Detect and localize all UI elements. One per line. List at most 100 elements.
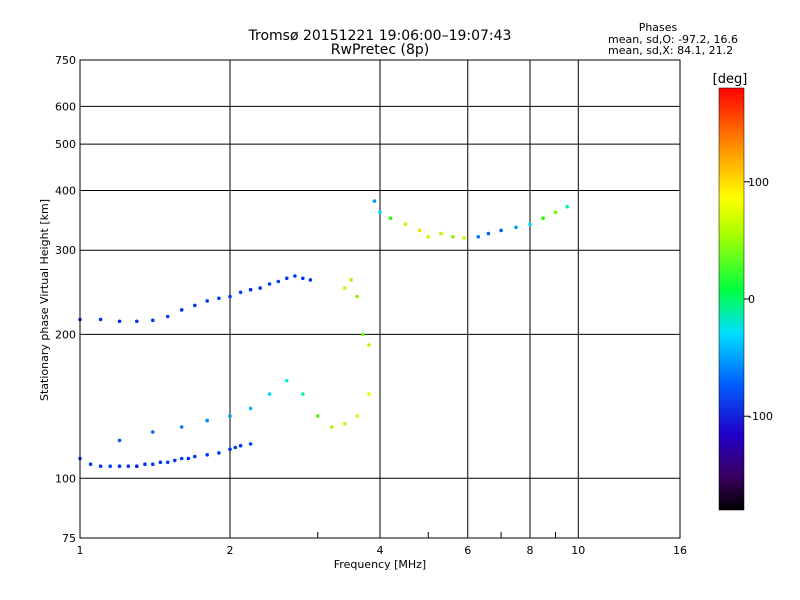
- scatter-point: [135, 319, 139, 324]
- scatter-point: [417, 228, 422, 233]
- scatter-point: [565, 204, 569, 209]
- y-tick-label: 300: [55, 244, 76, 257]
- scatter-point: [165, 314, 170, 319]
- plot-frame: [79, 59, 681, 539]
- scatter-point: [151, 318, 155, 323]
- stats-heading: Phases: [639, 21, 678, 34]
- x-tick-label: 4: [377, 544, 384, 557]
- scatter-point: [88, 462, 93, 467]
- scatter-point: [179, 425, 184, 429]
- scatter-point: [499, 228, 503, 233]
- scatter-point: [143, 462, 147, 467]
- scatter-point: [217, 451, 221, 455]
- scatter-point: [205, 418, 209, 423]
- colorbar: [718, 87, 745, 511]
- scatter-point: [165, 460, 170, 465]
- scatter-point: [355, 414, 360, 418]
- scatter-point: [528, 222, 532, 226]
- scatter-point: [205, 453, 209, 457]
- scatter-point: [205, 299, 209, 303]
- chart-title-line1: Tromsø 20151221 19:06:00–19:07:43: [248, 28, 512, 44]
- scatter-point: [248, 406, 253, 411]
- scatter-point: [151, 462, 155, 467]
- scatter-point: [486, 231, 491, 236]
- scatter-point: [462, 236, 466, 240]
- scatter-point: [426, 235, 431, 239]
- y-tick-label: 400: [55, 184, 76, 197]
- scatter-point: [179, 456, 184, 461]
- scatter-point: [476, 235, 481, 239]
- scatter-point: [301, 276, 305, 281]
- x-tick-label: 1: [77, 544, 84, 557]
- scatter-point: [343, 286, 347, 290]
- colorbar-tick-label: 0: [748, 293, 755, 306]
- scatter-point: [514, 225, 518, 230]
- scatter-point: [135, 464, 139, 469]
- y-axis-label: Stationary phase Virtual Height [km]: [38, 199, 51, 401]
- colorbar-unit-label: [deg]: [713, 72, 748, 87]
- scatter-point: [388, 216, 393, 220]
- y-tick-label: 100: [55, 472, 76, 485]
- scatter-point: [267, 282, 272, 286]
- scatter-point: [126, 464, 131, 469]
- x-tick-label: 16: [673, 544, 687, 557]
- scatter-point: [173, 458, 177, 463]
- y-tick-label: 600: [55, 100, 76, 113]
- scatter-point: [228, 294, 232, 299]
- scatter-point: [193, 454, 197, 459]
- scatter-point: [349, 278, 353, 282]
- scatter-point: [355, 294, 360, 299]
- scatter-point: [276, 279, 281, 284]
- scatter-point: [439, 231, 443, 236]
- scatter-point: [238, 290, 243, 295]
- colorbar-tick-label: 100: [748, 176, 769, 189]
- scatter-points: [78, 199, 569, 469]
- scatter-point: [301, 392, 305, 396]
- scatter-point: [285, 276, 289, 281]
- scatter-point: [179, 308, 184, 312]
- scatter-point: [108, 464, 112, 469]
- scatter-point: [233, 445, 238, 450]
- scatter-point: [193, 303, 197, 308]
- scatter-point: [308, 278, 313, 282]
- scatter-point: [451, 235, 455, 239]
- scatter-point: [378, 210, 382, 215]
- scatter-point: [228, 447, 232, 452]
- scatter-point: [553, 210, 558, 215]
- stats-line-x: mean, sd,X: 84.1, 21.2: [608, 44, 733, 57]
- scatter-point: [361, 332, 365, 337]
- scatter-point: [372, 199, 377, 203]
- scatter-point: [228, 414, 232, 418]
- chart-title-line2: RwPretec (8p): [331, 42, 429, 58]
- stats-line-o: mean, sd,O: -97.2, 16.6: [608, 33, 738, 46]
- x-tick-label: 6: [464, 544, 471, 557]
- scatter-point: [98, 317, 103, 322]
- scatter-point: [151, 430, 155, 434]
- scatter-point: [117, 319, 122, 324]
- scatter-point: [258, 286, 263, 290]
- scatter-point: [217, 296, 221, 301]
- scatter-point: [117, 464, 122, 469]
- scatter-point: [367, 392, 371, 396]
- y-tick-label: 75: [62, 532, 76, 545]
- scatter-point: [329, 425, 334, 429]
- colorbar-tick-label: -100: [748, 410, 773, 423]
- tick-layer: 1 2 4 6 8 10 16 75 100 200 300 400 500 600 750: [55, 54, 687, 557]
- colorbar-ticks: 100 0 -100: [744, 176, 773, 423]
- scatter-point: [158, 460, 163, 465]
- scatter-point: [541, 216, 545, 220]
- x-tick-label: 2: [227, 544, 234, 557]
- x-tick-label: 8: [527, 544, 534, 557]
- scatter-point: [315, 414, 320, 418]
- scatter-point: [186, 456, 191, 461]
- scatter-point: [343, 422, 347, 426]
- scatter-point: [367, 343, 371, 347]
- scatter-point: [117, 438, 122, 443]
- scatter-point: [248, 442, 253, 446]
- scatter-point: [248, 287, 253, 292]
- scatter-point: [238, 443, 243, 448]
- y-tick-label: 750: [55, 54, 76, 67]
- scatter-point: [285, 378, 289, 383]
- grid-layer: [80, 60, 680, 538]
